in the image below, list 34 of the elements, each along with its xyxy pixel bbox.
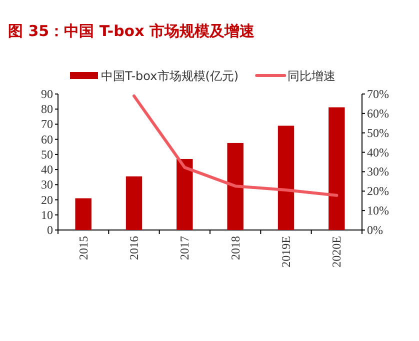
bar	[278, 126, 294, 230]
x-tick-label: 2018	[228, 236, 242, 260]
y-tick-label: 30	[41, 178, 53, 192]
y-tick-label: 10	[41, 208, 53, 222]
y-tick-label: 0	[47, 223, 53, 237]
y2-tick-label: 70%	[367, 87, 389, 101]
x-tick-label: 2016	[127, 236, 141, 260]
y-tick-label: 90	[41, 87, 53, 101]
y-tick-label: 20	[41, 192, 53, 207]
bar	[176, 158, 193, 230]
y2-tick-label: 10%	[367, 204, 389, 218]
chart-title: 图 35：中国 T-box 市场规模及增速	[8, 22, 256, 40]
y2-tick-label: 0%	[367, 223, 383, 237]
bar	[328, 107, 345, 230]
y2-tick-label: 50%	[367, 126, 389, 140]
bar	[126, 176, 142, 230]
x-tick-label: 2019E	[279, 236, 293, 268]
x-tick-label: 2017	[178, 236, 192, 260]
legend-label: 同比增速	[288, 69, 336, 83]
y2-tick-label: 30%	[367, 164, 389, 179]
y2-tick-label: 60%	[367, 106, 389, 120]
y-tick-label: 70	[41, 117, 53, 132]
legend-label: 中国T-box市场规模(亿元)	[101, 69, 239, 83]
bar	[227, 142, 244, 230]
bar	[75, 198, 92, 230]
y2-tick-label: 40%	[367, 145, 389, 160]
y-tick-label: 40	[41, 162, 53, 177]
x-tick-label: 2015	[76, 236, 90, 260]
x-tick-label: 2020E	[330, 236, 344, 268]
y-tick-label: 50	[41, 147, 53, 162]
line-series	[132, 94, 338, 197]
y-tick-label: 80	[41, 102, 53, 116]
y-tick-label: 60	[41, 132, 53, 146]
y2-tick-label: 20%	[367, 184, 389, 198]
